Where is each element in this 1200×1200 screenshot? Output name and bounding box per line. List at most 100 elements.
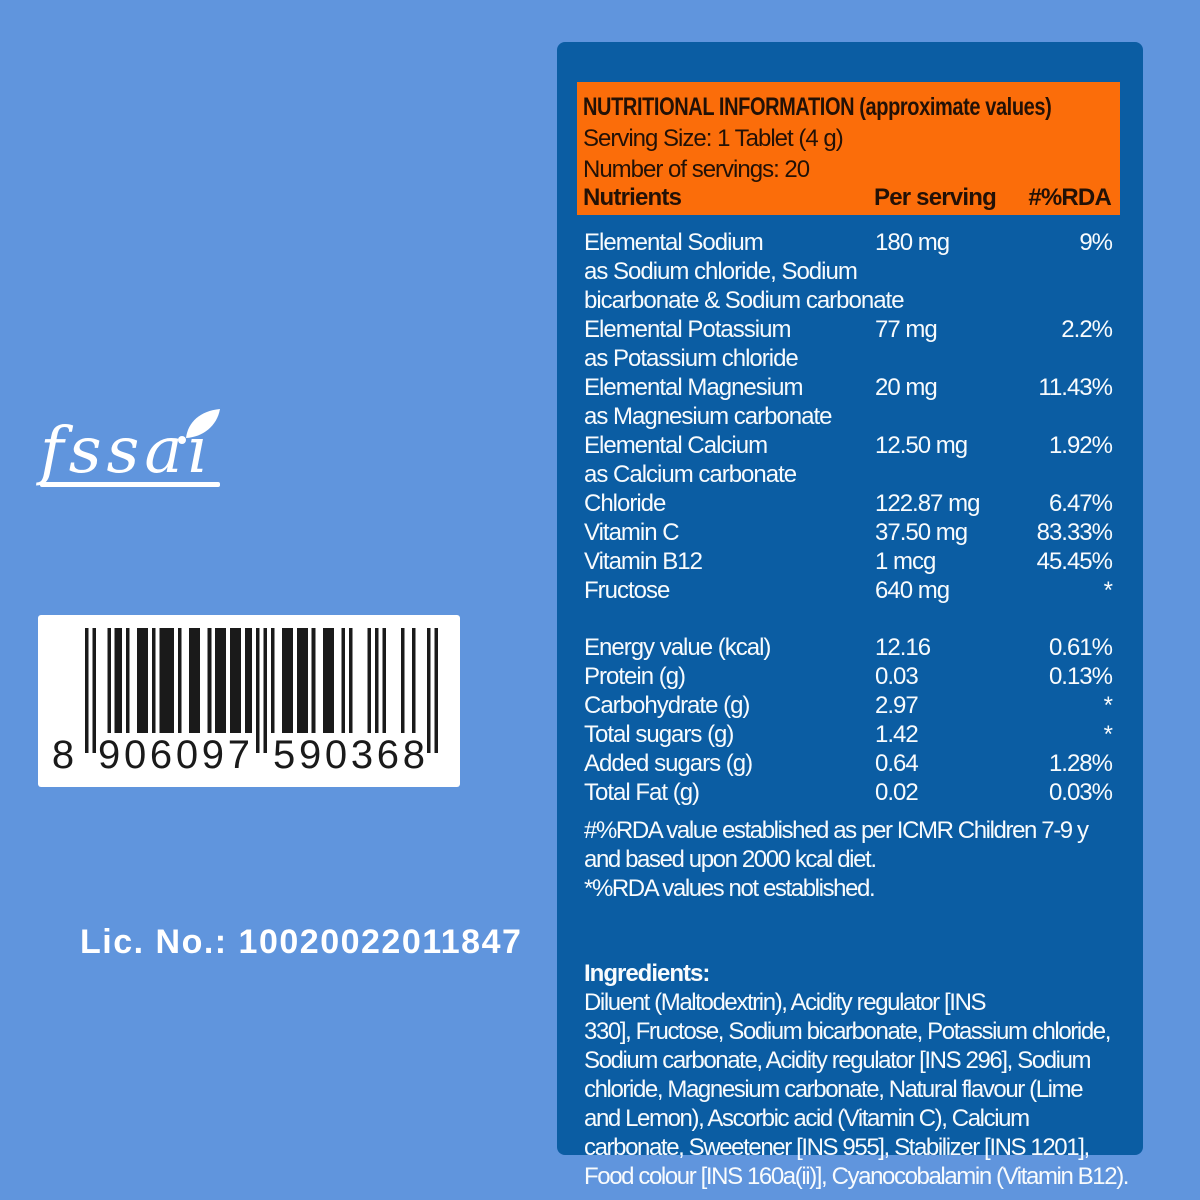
- table-row: Added sugars (g) 0.64 1.28%: [584, 749, 1113, 778]
- table-row: Elemental Magnesium as Magnesium carbona…: [584, 373, 1113, 431]
- table-row: Protein (g) 0.03 0.13%: [584, 662, 1113, 691]
- table-row: Elemental Sodium as Sodium chloride, Sod…: [584, 228, 1113, 315]
- table-row: Vitamin B12 1 mcg 45.45%: [584, 547, 1113, 576]
- nutrient-name-cell: Elemental Potassium as Potassium chlorid…: [584, 315, 1112, 373]
- nutrient-name: Elemental Sodium: [584, 229, 764, 256]
- barcode-digit: 5: [273, 733, 296, 777]
- nutrient-rda: *: [1103, 577, 1113, 604]
- nutrient-amount: 0.64: [875, 750, 919, 777]
- nutrient-name-cell: Total Fat (g): [584, 778, 1112, 807]
- nutrient-name-cell: Elemental Magnesium as Magnesium carbona…: [584, 373, 1112, 431]
- nutrient-name-cell: Vitamin B12: [584, 547, 1112, 576]
- barcode-digit: 0: [175, 733, 199, 777]
- fssai-logo: fssai Lic. No.: 10020022011847: [40, 409, 521, 961]
- nutrition-header: NUTRITIONAL INFORMATION (approximate val…: [577, 82, 1120, 215]
- barcode-digit: 3: [350, 733, 374, 777]
- table-row: Elemental Potassium as Potassium chlorid…: [584, 315, 1113, 373]
- ingredients-paragraph: Ingredients: Diluent (Maltodextrin), Aci…: [584, 930, 1136, 1191]
- nutrient-name: Vitamin C: [584, 519, 680, 546]
- nutrient-amount: 12.16: [875, 634, 931, 661]
- nutrient-name: Elemental Magnesium: [584, 374, 803, 401]
- nutrient-name: Chloride: [584, 490, 666, 517]
- ingredients-text: Diluent (Maltodextrin), Acidity regulato…: [584, 989, 1129, 1190]
- nutrient-name-cell: Chloride: [584, 489, 1112, 518]
- nutrient-name-cell: Carbohydrate (g): [584, 691, 1112, 720]
- nutrient-name: Total sugars (g): [584, 721, 734, 748]
- number-of-servings: Number of servings: 20: [583, 156, 810, 183]
- barcode-digit: 6: [149, 733, 173, 777]
- nutrient-amount: 0.03: [875, 663, 919, 690]
- column-header-rda: #%RDA: [1028, 184, 1111, 211]
- nutrition-panel: NUTRITIONAL INFORMATION (approximate val…: [557, 42, 1143, 1190]
- table-row: Fructose 640 mg *: [584, 576, 1113, 605]
- nutrient-amount: 1.42: [875, 721, 919, 748]
- nutrient-amount: 640 mg: [875, 577, 950, 604]
- nutrient-name: Energy value (kcal): [584, 634, 771, 661]
- table-row: Total Fat (g) 0.02 0.03%: [584, 778, 1113, 807]
- nutrient-name-cell: Protein (g): [584, 662, 1112, 691]
- barcode-digit: 7: [227, 733, 250, 777]
- nutrient-name: Elemental Calcium: [584, 432, 768, 459]
- table-row: Total sugars (g) 1.42 *: [584, 720, 1113, 749]
- nutrient-rda: *: [1103, 721, 1113, 748]
- nutrient-name-cell: Total sugars (g): [584, 720, 1112, 749]
- table-row: Carbohydrate (g) 2.97 *: [584, 691, 1113, 720]
- nutrient-name-cell: Elemental Calcium as Calcium carbonate: [584, 431, 1112, 489]
- nutrient-group: Elemental Sodium as Sodium chloride, Sod…: [584, 228, 1113, 605]
- nutrition-table: Elemental Sodium as Sodium chloride, Sod…: [584, 228, 1113, 807]
- nutrient-name: Added sugars (g): [584, 750, 753, 777]
- nutrient-rda: 83.33%: [1036, 519, 1113, 546]
- nutrient-rda: 0.13%: [1048, 663, 1113, 690]
- nutrient-group: Energy value (kcal) 12.16 0.61% Protein …: [584, 633, 1113, 807]
- barcode-digit: 0: [324, 733, 348, 777]
- serving-size: Serving Size: 1 Tablet (4 g): [583, 125, 844, 152]
- nutrient-source: as Calcium carbonate: [584, 461, 797, 488]
- fssai-license-number: Lic. No.: 10020022011847: [80, 923, 523, 961]
- nutrient-rda: 1.28%: [1048, 750, 1113, 777]
- nutrient-rda: 0.03%: [1048, 779, 1113, 806]
- ingredients-label: Ingredients:: [584, 960, 710, 987]
- nutrient-rda: 11.43%: [1038, 374, 1113, 401]
- barcode-digit: 9: [298, 733, 322, 777]
- column-header-per-serving: Per serving: [874, 184, 997, 211]
- nutrient-name-cell: Vitamin C: [584, 518, 1112, 547]
- nutrient-rda: 0.61%: [1048, 634, 1113, 661]
- table-column-headers: Nutrients Per serving #%RDA: [583, 184, 1112, 211]
- nutrient-amount: 20 mg: [875, 374, 938, 401]
- nutrient-amount: 2.97: [875, 692, 919, 719]
- barcode-digit: 6: [376, 733, 399, 777]
- nutrient-name: Protein (g): [584, 663, 686, 690]
- nutrient-rda: 9%: [1079, 229, 1113, 256]
- nutrient-name-cell: Added sugars (g): [584, 749, 1112, 778]
- nutrient-name-cell: Fructose: [584, 576, 1112, 605]
- nutrient-rda: 1.92%: [1048, 432, 1113, 459]
- fssai-logo-text: fssai: [40, 409, 220, 488]
- barcode-digit: 9: [98, 733, 121, 777]
- barcode-digit: 0: [123, 733, 147, 777]
- nutrient-rda: 45.45%: [1036, 548, 1113, 575]
- table-row: Chloride 122.87 mg 6.47%: [584, 489, 1113, 518]
- table-row: Energy value (kcal) 12.16 0.61%: [584, 633, 1113, 662]
- nutrient-rda: 2.2%: [1061, 316, 1113, 343]
- nutrient-source: as Magnesium carbonate: [584, 403, 832, 430]
- nutrient-amount: 180 mg: [875, 229, 950, 256]
- barcode-digit: 9: [201, 733, 224, 777]
- fssai-logo-letters: fssai: [40, 414, 213, 488]
- nutrient-name-cell: Elemental Sodium as Sodium chloride, Sod…: [584, 228, 1112, 315]
- nutrient-amount: 1 mcg: [875, 548, 936, 575]
- nutrient-rda: 6.47%: [1048, 490, 1113, 517]
- fssai-underline: [40, 482, 220, 487]
- nutrient-name: Fructose: [584, 577, 670, 604]
- nutrient-name: Carbohydrate (g): [584, 692, 750, 719]
- nutrient-source: as Potassium chloride: [584, 345, 799, 372]
- barcode-bars: [85, 628, 438, 753]
- nutrient-name: Elemental Potassium: [584, 316, 791, 343]
- nutrient-rda: *: [1103, 692, 1113, 719]
- barcode-first-digit: 8: [51, 733, 75, 777]
- column-header-nutrients: Nutrients: [583, 184, 682, 211]
- nutrient-name-cell: Energy value (kcal): [584, 633, 1112, 662]
